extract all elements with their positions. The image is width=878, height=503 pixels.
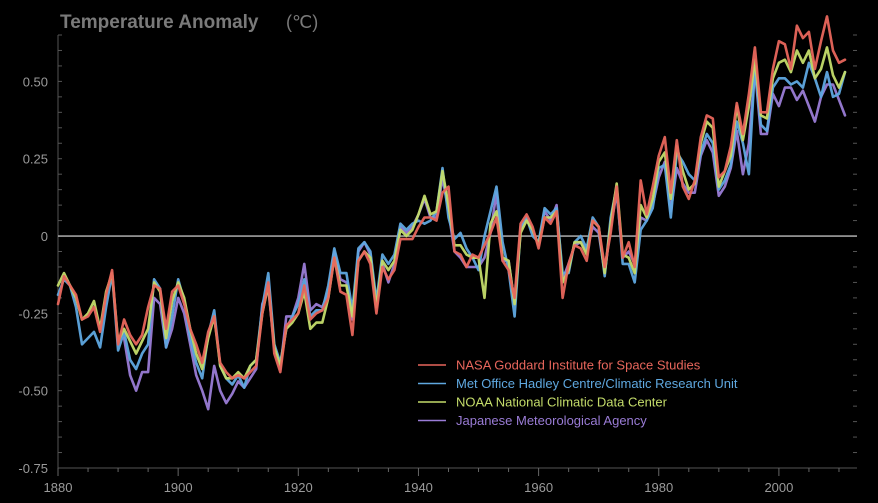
x-tick-label: 1940 <box>404 480 433 495</box>
legend-label: NOAA National Climatic Data Center <box>456 395 668 410</box>
chart-title-unit: (℃) <box>286 12 318 32</box>
y-tick-label: -0.75 <box>18 461 48 476</box>
y-tick-label: 0 <box>41 229 48 244</box>
legend: NASA Goddard Institute for Space Studies… <box>418 358 738 428</box>
x-tick-label: 1960 <box>524 480 553 495</box>
x-tick-label: 1900 <box>164 480 193 495</box>
axes: -0.75 -0.50 -0.25 0 0.25 0.50 1880 1900 1920 1940… <box>18 34 857 495</box>
y-tick-label: -0.50 <box>18 384 48 399</box>
y-tick-label: 0.50 <box>23 74 48 89</box>
chart-title: Temperature Anomaly <box>60 12 259 33</box>
legend-label: Japanese Meteorological Agency <box>456 413 647 428</box>
series-line <box>56 15 847 380</box>
legend-label: NASA Goddard Institute for Space Studies <box>456 358 701 373</box>
y-tick-label: -0.25 <box>18 306 48 321</box>
x-tick-label: 1980 <box>644 480 673 495</box>
y-tick-label: 0.25 <box>23 152 48 167</box>
legend-label: Met Office Hadley Centre/Climatic Resear… <box>456 376 738 391</box>
series-group <box>56 15 847 411</box>
x-tick-label: 1880 <box>44 480 73 495</box>
x-tick-label: 2000 <box>764 480 793 495</box>
x-tick-label: 1920 <box>284 480 313 495</box>
